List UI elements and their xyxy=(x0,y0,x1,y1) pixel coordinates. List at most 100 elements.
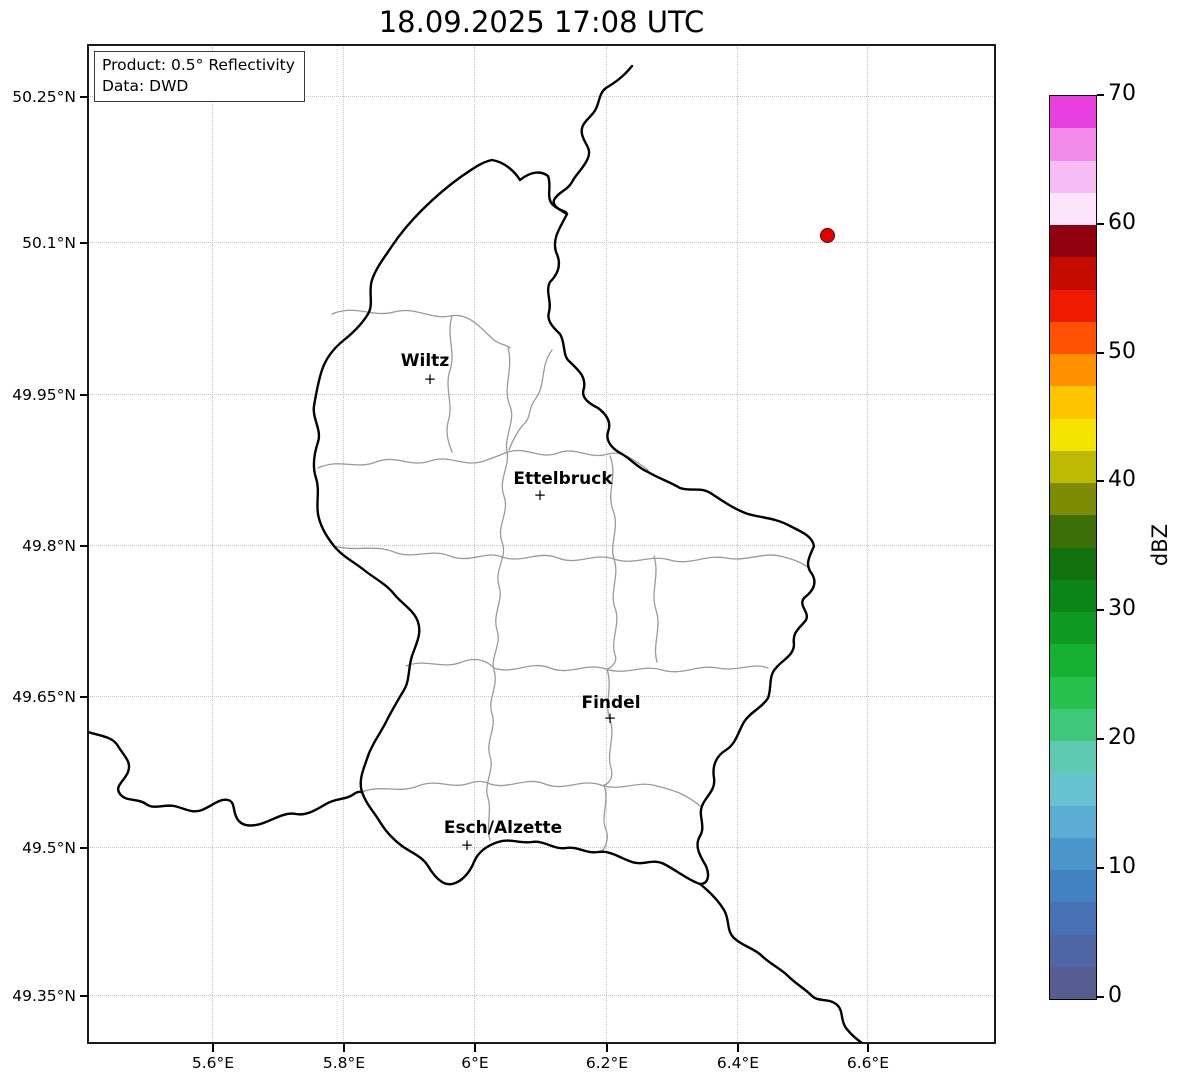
colorbar-band xyxy=(1050,741,1096,774)
y-axis-tick-label: 49.5°N xyxy=(22,839,76,857)
y-axis-tick xyxy=(80,545,88,547)
y-axis-tick-label: 49.35°N xyxy=(12,987,76,1005)
colorbar-band xyxy=(1050,354,1096,387)
city-marker: + xyxy=(460,836,474,854)
colorbar-tick xyxy=(1097,609,1104,611)
x-axis-tick-label: 6°E xyxy=(461,1054,489,1072)
x-axis-tick-label: 5.8°E xyxy=(322,1054,366,1072)
colorbar-tick xyxy=(1097,223,1104,225)
colorbar-band xyxy=(1050,870,1096,903)
gridline-horizontal xyxy=(90,995,993,996)
colorbar-band xyxy=(1050,128,1096,161)
colorbar-band xyxy=(1050,676,1096,709)
gridline-horizontal xyxy=(90,847,993,848)
colorbar-band xyxy=(1050,515,1096,548)
city-marker: + xyxy=(603,709,617,727)
city-label: Wiltz xyxy=(400,351,450,371)
gridline-vertical xyxy=(212,47,213,1041)
colorbar-tick xyxy=(1097,738,1104,740)
gridline-horizontal xyxy=(90,96,993,97)
y-axis-tick-label: 49.95°N xyxy=(12,386,76,404)
y-axis-tick xyxy=(80,394,88,396)
colorbar-band xyxy=(1050,386,1096,419)
gridline-horizontal xyxy=(90,394,993,395)
product-info-box: Product: 0.5° Reflectivity Data: DWD xyxy=(94,51,305,102)
colorbar-tick-label: 20 xyxy=(1108,725,1136,750)
y-axis-tick xyxy=(80,242,88,244)
gridline-vertical xyxy=(606,47,607,1041)
colorbar-band xyxy=(1050,579,1096,612)
x-axis-tick xyxy=(343,1044,345,1052)
colorbar-band xyxy=(1050,773,1096,806)
colorbar-band xyxy=(1050,708,1096,741)
y-axis-tick xyxy=(80,696,88,698)
gridline-vertical xyxy=(343,47,344,1041)
city-marker: + xyxy=(423,370,437,388)
colorbar-tick-label: 50 xyxy=(1108,339,1136,364)
product-info-line: Product: 0.5° Reflectivity xyxy=(102,56,295,74)
colorbar-tick-label: 70 xyxy=(1108,81,1136,106)
x-axis-tick-label: 6.6°E xyxy=(846,1054,890,1072)
x-axis-tick xyxy=(737,1044,739,1052)
gridline-vertical xyxy=(737,47,738,1041)
colorbar-band xyxy=(1050,547,1096,580)
colorbar-tick-label: 0 xyxy=(1108,983,1122,1008)
colorbar-tick xyxy=(1097,480,1104,482)
colorbar-band xyxy=(1050,225,1096,258)
colorbar-tick xyxy=(1097,352,1104,354)
gridline-horizontal xyxy=(90,696,993,697)
reflectivity-colorbar xyxy=(1049,95,1097,1000)
border-france-belgium xyxy=(88,730,364,827)
colorbar-band xyxy=(1050,321,1096,354)
city-label: Findel xyxy=(581,693,641,713)
colorbar-tick xyxy=(1097,996,1104,998)
colorbar-band xyxy=(1050,418,1096,451)
x-axis-tick xyxy=(867,1044,869,1052)
colorbar-band xyxy=(1050,289,1096,322)
x-axis-tick xyxy=(606,1044,608,1052)
colorbar-band xyxy=(1050,805,1096,838)
colorbar-band xyxy=(1050,483,1096,516)
y-axis-tick xyxy=(80,995,88,997)
radar-echo-dot xyxy=(820,228,835,243)
plot-frame xyxy=(87,44,996,1044)
gridline-horizontal xyxy=(90,242,993,243)
colorbar-tick-label: 40 xyxy=(1108,467,1136,492)
city-label: Ettelbruck xyxy=(513,469,613,489)
colorbar-band xyxy=(1050,257,1096,290)
y-axis-tick-label: 49.65°N xyxy=(12,688,76,706)
colorbar-band xyxy=(1050,160,1096,193)
colorbar-band xyxy=(1050,612,1096,645)
x-axis-tick xyxy=(212,1044,214,1052)
colorbar-tick-label: 60 xyxy=(1108,210,1136,235)
figure-title: 18.09.2025 17:08 UTC xyxy=(378,5,705,39)
y-axis-tick xyxy=(80,847,88,849)
x-axis-tick-label: 6.4°E xyxy=(716,1054,760,1072)
colorbar-tick-label: 30 xyxy=(1108,596,1136,621)
colorbar-band xyxy=(1050,837,1096,870)
gridline-horizontal xyxy=(90,545,993,546)
colorbar-band xyxy=(1050,96,1096,129)
district-borders xyxy=(317,309,811,854)
data-source-line: Data: DWD xyxy=(102,76,189,95)
border-france-germany xyxy=(698,882,864,1043)
y-axis-tick-label: 50.25°N xyxy=(12,88,76,106)
x-axis-tick-label: 6.2°E xyxy=(585,1054,629,1072)
colorbar-band xyxy=(1050,966,1096,999)
colorbar-band xyxy=(1050,644,1096,677)
city-label: Esch/Alzette xyxy=(443,818,563,838)
y-axis-tick-label: 50.1°N xyxy=(22,234,76,252)
colorbar-band xyxy=(1050,450,1096,483)
city-marker: + xyxy=(533,486,547,504)
colorbar-band xyxy=(1050,934,1096,967)
colorbar-band xyxy=(1050,192,1096,225)
gridline-vertical xyxy=(474,47,475,1041)
colorbar-band xyxy=(1050,902,1096,935)
colorbar-tick xyxy=(1097,867,1104,869)
border-belgium-germany xyxy=(552,64,634,216)
y-axis-tick-label: 49.8°N xyxy=(22,537,76,555)
